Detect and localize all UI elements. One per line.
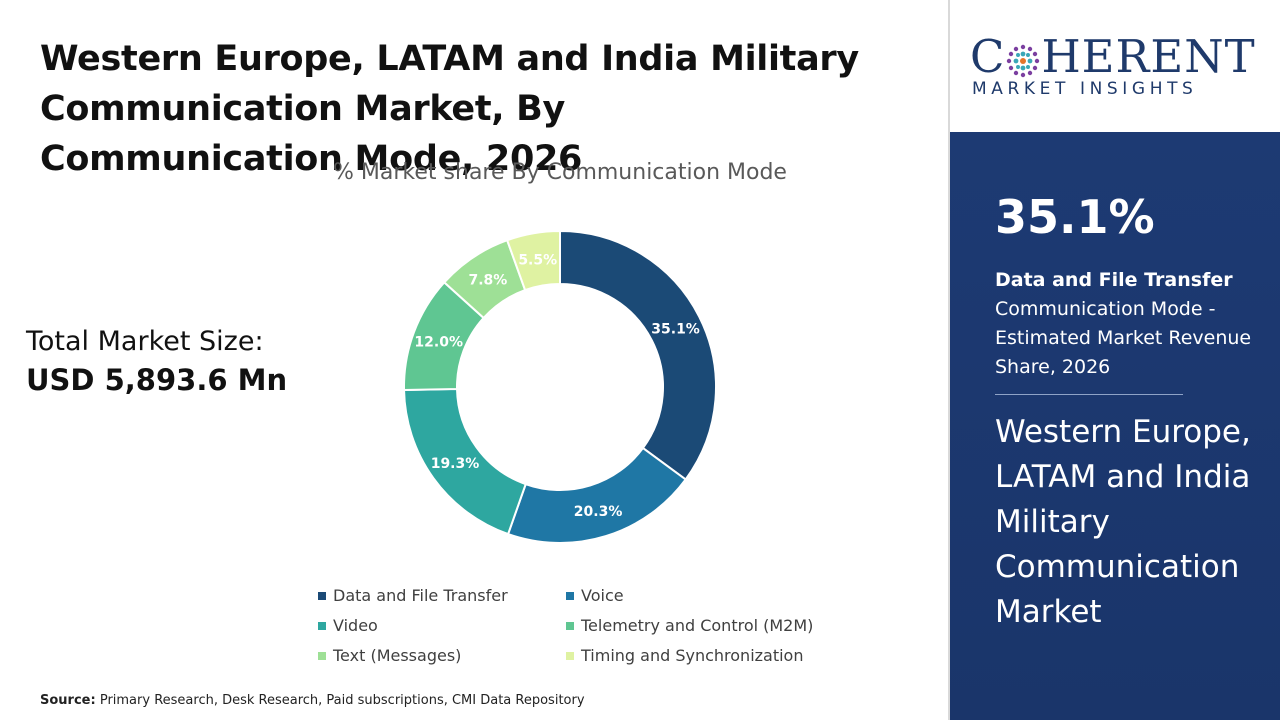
legend-swatch xyxy=(566,651,574,660)
legend-label: Text (Messages) xyxy=(333,646,462,665)
market-name: Western Europe, LATAM and India Military… xyxy=(995,414,1251,630)
side-panel: C HERENT MARKET INSIGHTS 35.1% Data xyxy=(950,0,1280,720)
highlight-segment: Data and File Transfer xyxy=(995,269,1233,291)
highlight-description: Data and File Transfer Communication Mod… xyxy=(995,266,1265,382)
total-market-value: USD 5,893.6 Mn xyxy=(26,363,288,397)
donut-slice xyxy=(505,229,561,292)
slice-data-label: 7.8% xyxy=(468,272,507,288)
page-title: Western Europe, LATAM and India Military… xyxy=(40,39,859,179)
legend-item: Text (Messages) xyxy=(318,645,566,666)
legend-item: Telemetry and Control (M2M) xyxy=(566,615,838,636)
divider xyxy=(948,0,950,720)
infographic-main: Western Europe, LATAM and India Military… xyxy=(26,39,860,708)
slice-data-label: 35.1% xyxy=(651,322,700,338)
legend-label: Telemetry and Control (M2M) xyxy=(581,616,814,635)
legend-label: Timing and Synchronization xyxy=(581,646,804,665)
legend-swatch xyxy=(318,591,326,600)
total-market-size: Total Market Size: USD 5,893.6 Mn xyxy=(26,324,287,400)
slice-data-label: 5.5% xyxy=(518,252,557,268)
slice-data-label: 19.3% xyxy=(431,456,480,472)
highlight-text: Communication Mode - Estimated Market Re… xyxy=(995,298,1252,378)
slice-data-label: 12.0% xyxy=(414,335,463,351)
legend-item: Video xyxy=(318,615,566,636)
logo: C HERENT MARKET INSIGHTS xyxy=(950,0,1280,132)
source-note: Source: Primary Research, Desk Research,… xyxy=(40,693,585,708)
legend-item: Voice xyxy=(566,585,838,606)
legend-swatch xyxy=(318,651,326,660)
logo-wordmark: C HERENT xyxy=(970,30,1256,83)
legend-swatch xyxy=(566,591,574,600)
donut-slice xyxy=(506,446,688,544)
legend-swatch xyxy=(566,621,574,630)
chart-title: % Market share By Communication Mode xyxy=(333,160,787,185)
chart-legend: Data and File Transfer Voice Video Telemetr… xyxy=(318,585,838,666)
source-label: Source: xyxy=(40,693,96,708)
globe-dots-icon xyxy=(1007,44,1040,77)
slice-data-label: 20.3% xyxy=(574,504,623,520)
legend-swatch xyxy=(318,621,326,630)
logo-letter-c: C xyxy=(970,30,1006,83)
source-text: Primary Research, Desk Research, Paid su… xyxy=(99,693,585,708)
logo-letters-rest: HERENT xyxy=(1041,30,1256,83)
legend-item: Data and File Transfer xyxy=(318,585,566,606)
legend-label: Voice xyxy=(581,586,624,605)
highlight-value: 35.1% xyxy=(995,190,1155,244)
logo-tagline: MARKET INSIGHTS xyxy=(972,79,1198,99)
highlight-panel: 35.1% Data and File Transfer Communicati… xyxy=(950,132,1280,720)
highlight-separator xyxy=(995,394,1183,395)
donut-chart: 35.1% 20.3% 19.3% 12.0% 7.8% 5.5% xyxy=(403,229,717,544)
legend-item: Timing and Synchronization xyxy=(566,645,838,666)
legend-label: Video xyxy=(333,616,378,635)
donut-slice xyxy=(559,229,717,481)
legend-label: Data and File Transfer xyxy=(333,586,508,605)
total-market-label: Total Market Size: xyxy=(26,326,264,357)
